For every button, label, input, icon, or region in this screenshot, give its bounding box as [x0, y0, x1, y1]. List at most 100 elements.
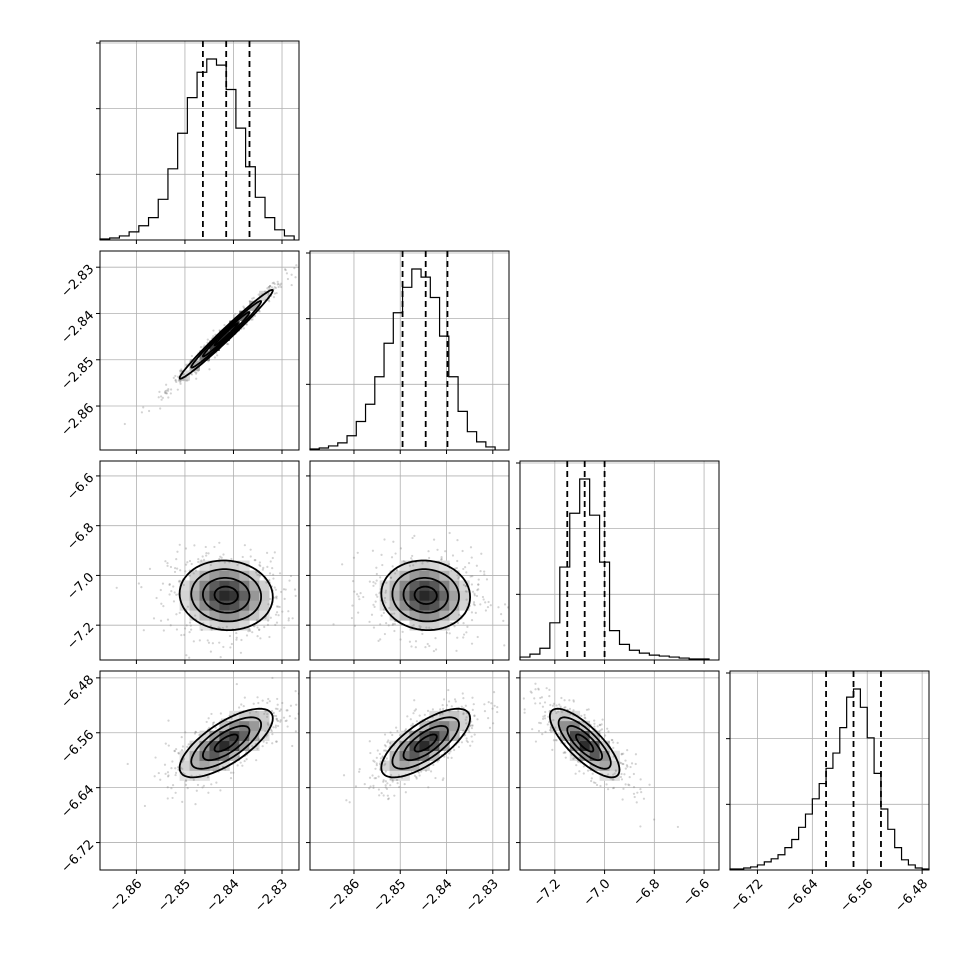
scatter-point [160, 602, 163, 605]
scatter-point [166, 786, 169, 789]
scatter-point [439, 713, 442, 716]
scatter-point [368, 787, 371, 790]
scatter-point [376, 749, 379, 752]
scatter-point [415, 720, 419, 723]
scatter-point [277, 719, 280, 723]
contour-level [391, 716, 460, 770]
scatter-point [280, 282, 283, 285]
scatter-point [207, 717, 210, 720]
scatter-point [395, 726, 398, 729]
scatter-point [541, 705, 545, 708]
scatter-point [490, 702, 493, 705]
scatter-point [455, 649, 458, 652]
density-cell [439, 590, 450, 601]
scatter-point [483, 570, 486, 573]
scatter-point [594, 781, 597, 785]
scatter-point [621, 762, 624, 766]
scatter-point [385, 581, 388, 584]
scatter-point [275, 597, 278, 600]
scatter-point [284, 268, 287, 271]
scatter-point [208, 726, 211, 729]
scatter-point [381, 755, 384, 758]
scatter-point [148, 567, 152, 570]
density-cell [209, 750, 220, 761]
scatter-point [432, 649, 436, 653]
x-tick-label: −2.84 [417, 876, 456, 915]
scatter-point [652, 818, 656, 821]
density-cell [389, 590, 400, 601]
density-cell [189, 570, 200, 581]
scatter-point [302, 702, 304, 704]
scatter-point [173, 567, 177, 570]
scatter-point [534, 740, 538, 743]
density-cell [259, 580, 270, 591]
scatter-point [503, 603, 507, 606]
scatter-point [161, 396, 164, 399]
scatter-point [275, 714, 278, 718]
scatter-point [568, 699, 571, 702]
contour-level [575, 733, 595, 753]
scatter-point [448, 632, 451, 635]
density-cell [389, 610, 400, 621]
scatter-point [456, 539, 459, 542]
scatter-point [270, 709, 274, 713]
scatter-point [492, 691, 496, 694]
scatter-point [399, 547, 403, 550]
scatter-point [272, 573, 275, 576]
scatter-point [180, 369, 183, 373]
scatter-point [175, 567, 179, 570]
scatter-point [188, 621, 192, 624]
scatter-point [385, 757, 388, 760]
density-cell [439, 730, 450, 742]
scatter-point [538, 721, 541, 724]
scatter-point [174, 773, 177, 777]
scatter-point [219, 789, 222, 792]
scatter-point [411, 722, 414, 725]
scatter-point [676, 825, 680, 829]
scatter-point [469, 575, 472, 578]
density-cell [439, 620, 450, 631]
scatter-point [568, 707, 572, 711]
density-cell [239, 740, 250, 751]
scatter-point [418, 714, 421, 717]
scatter-point [552, 739, 556, 742]
scatter-point [614, 769, 617, 772]
scatter-point [264, 616, 267, 620]
scatter-point [255, 619, 259, 622]
scatter-point [201, 555, 204, 558]
scatter-point [429, 770, 433, 773]
scatter-point [534, 688, 537, 691]
density-cell [609, 770, 620, 781]
scatter-point [626, 765, 629, 768]
scatter-point [212, 335, 215, 338]
histogram-step-line [309, 268, 496, 450]
scatter-point [389, 576, 393, 579]
scatter-point [267, 285, 271, 289]
scatter-point [272, 281, 275, 284]
scatter-point [264, 730, 267, 733]
scatter-point [412, 624, 415, 627]
scatter-point [207, 552, 210, 555]
scatter-point [386, 782, 389, 785]
scatter-point [266, 619, 270, 622]
density-cell [189, 760, 200, 771]
scatter-points [332, 531, 509, 653]
density-cell [229, 600, 240, 611]
scatter-point [357, 611, 360, 614]
scatter-point [166, 564, 169, 567]
scatter-panel-1-3 [306, 670, 510, 874]
scatter-point [181, 745, 185, 748]
density-cell [259, 600, 270, 611]
scatter-point [190, 774, 193, 777]
scatter-point [273, 286, 276, 289]
scatter-point [193, 732, 197, 735]
scatter-point [534, 682, 537, 685]
scatter-point [418, 774, 421, 777]
scatter-point [374, 582, 377, 585]
scatter-point [447, 563, 451, 566]
scatter-point [164, 389, 167, 393]
density-cell [199, 730, 210, 742]
scatter-point [582, 765, 585, 768]
scatter-point [276, 724, 280, 728]
scatter-point [274, 724, 278, 727]
